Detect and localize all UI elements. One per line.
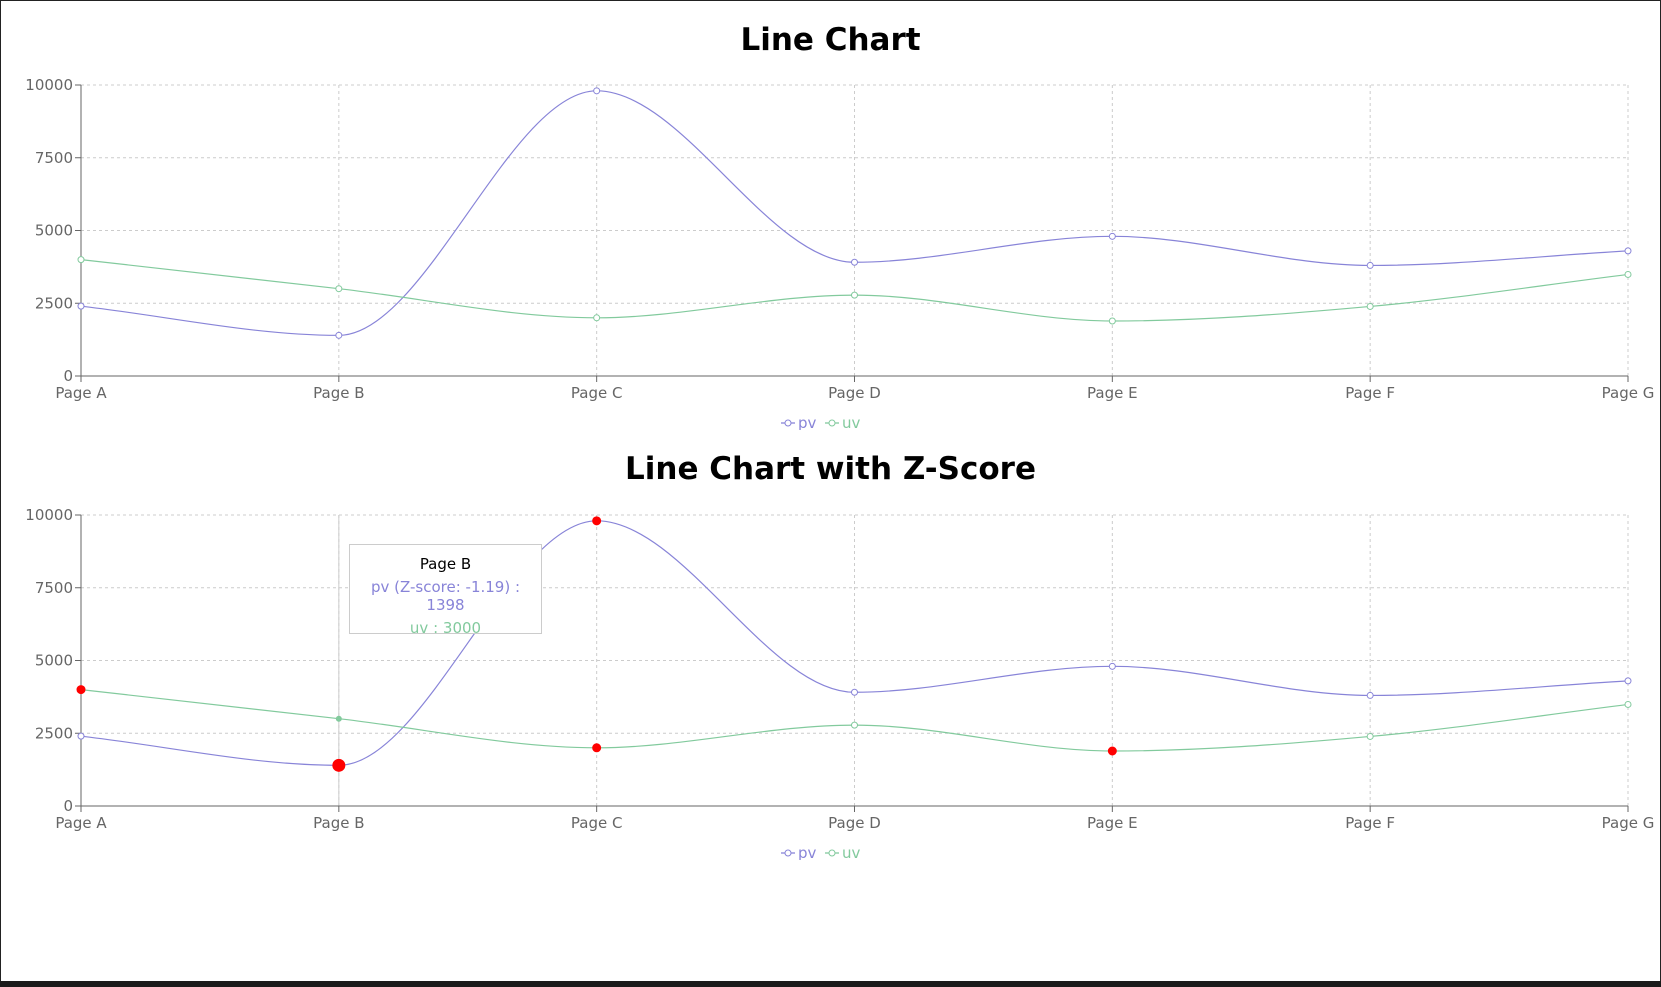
point-uv-4 [851,291,858,299]
point-pv-4 [851,258,858,266]
x-tick-label: Page F [1345,814,1395,832]
point-uv-4 [851,721,858,729]
x-tick-label: Page E [1087,384,1138,402]
x-tick-label: Page F [1345,384,1395,402]
legend-label-pv: pv [798,844,817,860]
chart-2: 0 2500 5000 7500 10000 Page A Page B Page C Page… [25,506,1655,860]
legend: pv uv [781,844,861,860]
point-uv-1 [76,685,86,695]
x-tick-label: Page G [1602,814,1655,832]
point-pv-5 [1108,232,1116,240]
x-tick-label: Page E [1087,814,1138,832]
point-pv-6 [1366,261,1374,269]
point-pv-3 [593,87,601,95]
x-tick-label: Page D [828,814,881,832]
tooltip-uv: uv : 3000 [409,619,482,637]
chart-2-title: Line Chart with Z-Score [625,451,1036,487]
legend-label-uv: uv [842,844,861,860]
x-tick-label: Page B [313,814,364,832]
point-uv-3 [593,314,601,322]
point-uv-2 [335,285,343,293]
legend-label-pv: pv [798,414,817,430]
legend-label-uv: uv [842,414,861,430]
point-pv-6 [1366,691,1374,699]
x-tick-label: Page G [1602,384,1655,402]
legend-marker-pv [784,419,792,427]
point-uv-1 [77,256,85,264]
point-uv-2 [335,715,342,722]
point-uv-7 [1624,700,1632,708]
point-pv-1 [77,302,85,310]
point-pv-2 [335,331,343,339]
x-tick-label: Page C [571,814,623,832]
point-pv-4 [851,688,858,696]
tooltip: Page B pv (Z-score: -1.19) : 1398 uv : 3… [349,544,542,637]
bottom-bar [0,981,1661,987]
y-tick-label: 2500 [35,294,73,312]
chart-1-title: Line Chart [740,22,921,58]
point-uv-3 [592,743,602,753]
legend: pv uv [781,414,861,430]
y-tick-label: 10000 [25,506,73,524]
legend-marker-uv [828,849,836,857]
point-pv-2 [332,758,346,772]
legend-marker-pv [784,849,792,857]
x-tick-label: Page C [571,384,623,402]
point-pv-5 [1108,662,1116,670]
legend-marker-uv [828,419,836,427]
x-tick-label: Page A [55,384,107,402]
x-tick-label: Page D [828,384,881,402]
point-pv-7 [1624,247,1632,255]
y-tick-label: 0 [63,797,73,815]
x-tick-label: Page A [55,814,107,832]
point-uv-5 [1108,317,1116,325]
y-tick-label: 7500 [35,579,73,597]
point-uv-7 [1624,270,1632,278]
chart-1: 0 2500 5000 7500 10000 Page A Page B Page C Page… [25,76,1655,430]
grid [81,84,1629,376]
point-uv-6 [1366,732,1374,740]
point-pv-7 [1624,677,1632,685]
point-uv-6 [1366,302,1374,310]
point-pv-3 [592,516,602,526]
tooltip-label: Page B [419,555,472,573]
y-tick-label: 5000 [35,222,73,240]
point-uv-5 [1107,746,1117,756]
tooltip-pv: pv (Z-score: -1.19) : 1398 [370,578,521,614]
y-tick-label: 5000 [35,652,73,670]
y-tick-label: 7500 [35,149,73,167]
point-pv-1 [77,732,85,740]
grid [81,514,1629,806]
y-tick-label: 2500 [35,724,73,742]
y-tick-label: 0 [63,367,73,385]
y-tick-label: 10000 [25,76,73,94]
x-tick-label: Page B [313,384,364,402]
